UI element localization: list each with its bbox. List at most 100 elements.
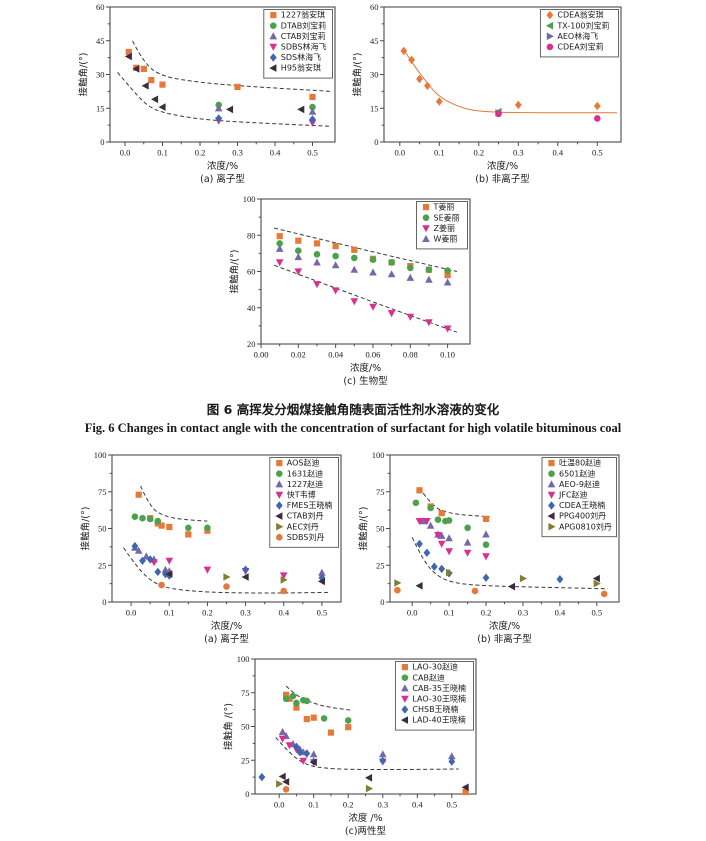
svg-text:浓度/%: 浓度/%	[211, 620, 242, 632]
svg-text:TX-100刘宝莉: TX-100刘宝莉	[556, 20, 609, 30]
svg-text:0.3: 0.3	[232, 148, 243, 158]
svg-text:6501赵迪: 6501赵迪	[559, 468, 595, 478]
svg-text:PPG400刘丹: PPG400刘丹	[559, 511, 606, 521]
svg-text:LAD-40王晓楠: LAD-40王晓楠	[412, 715, 465, 725]
svg-text:CAB-35王晓楠: CAB-35王晓楠	[412, 683, 466, 693]
svg-text:0.2: 0.2	[195, 148, 206, 158]
svg-text:0.2: 0.2	[473, 148, 484, 158]
fig7a-ionic-chart: 0.0 0.1 0.2 0.3 0.4 0.5 0 25 50 75 100 AOS赵迪 1631赵迪 1…	[78, 448, 350, 652]
svg-text:H95翁安琪: H95翁安琪	[281, 63, 321, 73]
svg-text:0.1: 0.1	[444, 608, 455, 618]
fig7-row-c: 0.0 0.1 0.2 0.3 0.4 0.5 0 25 50 75 100 LAO-30赵迪 CAB赵…	[0, 652, 706, 841]
svg-text:接触角/(°): 接触角/(°)	[358, 507, 370, 551]
svg-text:0.3: 0.3	[513, 148, 524, 158]
svg-text:0: 0	[245, 789, 249, 799]
svg-text:60: 60	[96, 2, 105, 12]
svg-text:浓度/%: 浓度/%	[487, 160, 518, 172]
svg-text:0.5: 0.5	[317, 608, 328, 618]
svg-text:SDBS刘丹: SDBS刘丹	[287, 532, 325, 542]
svg-text:W姜丽: W姜丽	[434, 234, 458, 244]
svg-text:0.5: 0.5	[592, 608, 603, 618]
svg-text:0.10: 0.10	[440, 350, 455, 360]
svg-text:75: 75	[98, 487, 107, 497]
svg-text:浓度 /%: 浓度 /%	[348, 812, 382, 824]
svg-text:0.4: 0.4	[412, 800, 423, 810]
svg-text:80: 80	[247, 230, 256, 240]
svg-text:(c)两性型: (c)两性型	[345, 825, 387, 837]
svg-text:LAO-30王晓楠: LAO-30王晓楠	[412, 694, 466, 704]
svg-text:25: 25	[376, 560, 385, 570]
fig6a-ionic-chart: 0.0 0.1 0.2 0.3 0.4 0.5 0 15 30 45 60 1227翁安琪 DTAB刘宝…	[76, 0, 344, 192]
svg-text:(b) 非离子型: (b) 非离子型	[475, 173, 530, 185]
svg-text:0: 0	[374, 137, 378, 147]
svg-text:0.06: 0.06	[366, 350, 381, 360]
svg-text:SDS林海飞: SDS林海飞	[281, 52, 321, 62]
svg-text:0.0: 0.0	[274, 800, 285, 810]
svg-text:20: 20	[247, 339, 256, 349]
svg-text:接触角/(°): 接触角/(°)	[78, 53, 90, 97]
fig7-row-ab: 0.0 0.1 0.2 0.3 0.4 0.5 0 25 50 75 100 AOS赵迪 1631赵迪 1…	[0, 448, 706, 652]
svg-text:0.08: 0.08	[403, 350, 418, 360]
fig6-row-ab: 0.0 0.1 0.2 0.3 0.4 0.5 0 15 30 45 60 1227翁安琪 DTAB刘宝…	[0, 0, 706, 192]
svg-text:50: 50	[241, 722, 250, 732]
svg-text:JFC赵迪: JFC赵迪	[558, 490, 588, 500]
svg-text:0.3: 0.3	[377, 800, 388, 810]
svg-text:(c) 生物型: (c) 生物型	[343, 375, 388, 387]
svg-text:0.3: 0.3	[240, 608, 251, 618]
svg-text:45: 45	[96, 36, 105, 46]
svg-text:0.2: 0.2	[202, 608, 213, 618]
svg-text:0.5: 0.5	[447, 800, 458, 810]
svg-text:0: 0	[100, 137, 104, 147]
svg-text:接触角/(°): 接触角/(°)	[352, 53, 364, 97]
svg-text:AEO林海飞: AEO林海飞	[557, 31, 598, 41]
svg-text:(a) 离子型: (a) 离子型	[204, 633, 249, 645]
svg-text:接触角 /(°): 接触角 /(°)	[223, 703, 235, 750]
svg-text:0.4: 0.4	[552, 148, 563, 158]
svg-text:1227翁安琪: 1227翁安琪	[281, 10, 325, 20]
svg-text:CDEA翁安琪: CDEA翁安琪	[557, 10, 603, 20]
svg-text:0.04: 0.04	[328, 350, 344, 360]
svg-text:浓度/%: 浓度/%	[207, 160, 238, 172]
svg-text:0.1: 0.1	[308, 800, 319, 810]
fig6c-biological-chart: 0.00 0.02 0.04 0.06 0.08 0.10 20 40 60 80 100 T姜丽 SE…	[227, 192, 479, 394]
svg-text:30: 30	[370, 70, 379, 80]
svg-text:60: 60	[247, 267, 256, 277]
svg-text:100: 100	[237, 654, 250, 664]
fig7b-nonionic-chart: 0.0 0.1 0.2 0.3 0.4 0.5 0 25 50 75 100 吐温80赵迪 6501赵迪…	[356, 448, 628, 652]
svg-text:0.1: 0.1	[434, 148, 445, 158]
svg-text:AEO-9赵迪: AEO-9赵迪	[559, 479, 600, 489]
svg-text:75: 75	[376, 487, 385, 497]
svg-text:DTAB刘宝莉: DTAB刘宝莉	[281, 20, 326, 30]
svg-text:CTAB刘丹: CTAB刘丹	[287, 511, 324, 521]
svg-text:CTAB刘宝莉: CTAB刘宝莉	[281, 31, 326, 41]
fig7c-amphoteric-chart: 0.0 0.1 0.2 0.3 0.4 0.5 0 25 50 75 100 LAO-30赵迪 CAB赵…	[221, 652, 485, 841]
svg-text:40: 40	[247, 303, 256, 313]
svg-text:(b) 非离子型: (b) 非离子型	[477, 633, 532, 645]
svg-text:25: 25	[241, 755, 250, 765]
svg-text:0.0: 0.0	[126, 608, 137, 618]
fig6-caption-zh: 图 6 高挥发分烟煤接触角随表面活性剂水溶液的变化	[206, 402, 500, 417]
svg-text:快T韦博: 快T韦博	[287, 490, 316, 500]
svg-text:0.00: 0.00	[254, 350, 269, 360]
svg-text:0.5: 0.5	[307, 148, 318, 158]
svg-text:1227赵迪: 1227赵迪	[287, 479, 323, 489]
svg-text:CDEA刘宝莉: CDEA刘宝莉	[557, 42, 603, 52]
svg-text:15: 15	[96, 103, 105, 113]
svg-text:0.0: 0.0	[120, 148, 131, 158]
svg-text:0: 0	[380, 597, 384, 607]
svg-text:25: 25	[98, 560, 107, 570]
svg-text:0.5: 0.5	[592, 148, 603, 158]
svg-text:0.2: 0.2	[343, 800, 354, 810]
svg-text:(a) 离子型: (a) 离子型	[200, 173, 245, 185]
svg-text:0.2: 0.2	[481, 608, 492, 618]
svg-text:0.1: 0.1	[157, 148, 168, 158]
fig6-row-c: 0.00 0.02 0.04 0.06 0.08 0.10 20 40 60 80 100 T姜丽 SE…	[0, 192, 706, 394]
svg-text:15: 15	[370, 103, 379, 113]
svg-text:45: 45	[370, 36, 379, 46]
fig6-caption-en: Fig. 6 Changes in contact angle with the…	[84, 421, 622, 435]
svg-text:浓度/%: 浓度/%	[350, 362, 381, 374]
svg-text:0: 0	[102, 597, 106, 607]
svg-text:0.0: 0.0	[394, 148, 405, 158]
svg-text:Z姜丽: Z姜丽	[434, 223, 455, 233]
svg-text:0.02: 0.02	[291, 350, 306, 360]
